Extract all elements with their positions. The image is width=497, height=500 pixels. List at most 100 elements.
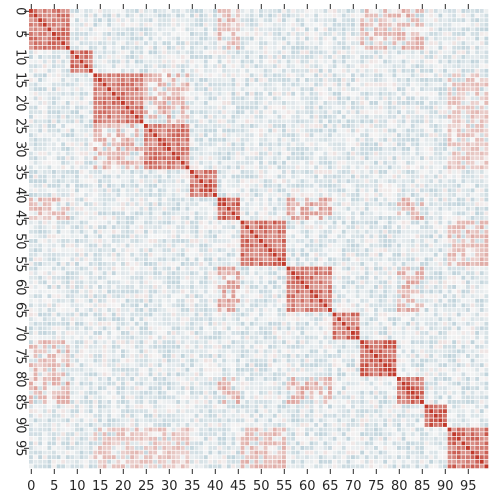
heatmap-cell: [75, 216, 79, 220]
heatmap-cell: [88, 64, 93, 69]
heatmap-cell: [263, 101, 268, 105]
heatmap-cell: [52, 229, 56, 234]
heatmap-cell: [305, 183, 309, 188]
heatmap-cell: [226, 68, 231, 73]
heatmap-cell: [447, 174, 452, 179]
heatmap-cell: [199, 59, 204, 64]
heatmap-cell: [93, 147, 98, 151]
heatmap-cell: [42, 68, 47, 73]
heatmap-cell: [139, 202, 144, 207]
heatmap-cell: [263, 32, 268, 36]
heatmap-cell: [429, 50, 434, 55]
heatmap-cell: [203, 101, 208, 105]
heatmap-cell: [107, 96, 112, 101]
heatmap-cell: [332, 202, 337, 207]
heatmap-cell: [222, 197, 227, 202]
heatmap-cell: [153, 147, 158, 151]
heatmap-cell: [29, 206, 33, 211]
heatmap-cell: [226, 137, 231, 142]
heatmap-cell: [88, 202, 93, 207]
heatmap-cell: [387, 193, 392, 197]
heatmap-cell: [84, 188, 89, 193]
heatmap-cell: [360, 13, 365, 18]
heatmap-cell: [130, 13, 135, 18]
heatmap-cell: [456, 156, 461, 161]
heatmap-cell: [111, 119, 116, 124]
heatmap-cell: [305, 137, 309, 142]
heatmap-cell: [364, 124, 369, 128]
heatmap-cell: [378, 18, 383, 23]
heatmap-cell: [180, 216, 185, 220]
heatmap-cell: [286, 36, 291, 41]
heatmap-cell: [328, 82, 332, 87]
heatmap-cell: [470, 59, 475, 64]
heatmap-cell: [346, 36, 351, 41]
heatmap-cell: [88, 45, 93, 50]
heatmap-cell: [93, 110, 98, 115]
heatmap-cell: [318, 128, 323, 133]
heatmap-cell: [52, 156, 56, 161]
heatmap-cell: [305, 202, 309, 207]
heatmap-cell: [447, 18, 452, 23]
heatmap-cell: [452, 183, 457, 188]
heatmap-cell: [360, 78, 365, 82]
heatmap-cell: [461, 59, 466, 64]
heatmap-cell: [415, 216, 420, 220]
heatmap-cell: [121, 87, 125, 92]
heatmap-cell: [79, 32, 84, 36]
heatmap-cell: [323, 119, 328, 124]
heatmap-cell: [52, 64, 56, 69]
heatmap-cell: [314, 197, 319, 202]
heatmap-cell: [470, 234, 475, 239]
heatmap-cell: [420, 229, 424, 234]
heatmap-cell: [466, 87, 470, 92]
heatmap-cell: [305, 78, 309, 82]
heatmap-cell: [148, 216, 153, 220]
heatmap-cell: [125, 119, 130, 124]
heatmap-cell: [369, 234, 374, 239]
heatmap-cell: [374, 160, 378, 165]
heatmap-cell: [190, 91, 194, 96]
heatmap-cell: [360, 55, 365, 59]
heatmap-cell: [415, 147, 420, 151]
heatmap-cell: [424, 188, 429, 193]
heatmap-cell: [479, 114, 484, 119]
heatmap-cell: [93, 50, 98, 55]
heatmap-cell: [406, 50, 411, 55]
heatmap-cell: [341, 73, 346, 78]
heatmap-cell: [272, 64, 277, 69]
heatmap-cell: [475, 128, 480, 133]
heatmap-cell: [93, 73, 98, 78]
heatmap-cell: [194, 179, 199, 184]
heatmap-cell: [29, 234, 33, 239]
heatmap-cell: [397, 225, 401, 230]
heatmap-cell: [56, 137, 61, 142]
heatmap-cell: [420, 142, 424, 147]
heatmap-cell: [245, 22, 250, 27]
heatmap-cell: [484, 220, 489, 225]
heatmap-cell: [226, 59, 231, 64]
heatmap-cell: [438, 225, 443, 230]
heatmap-cell: [61, 156, 66, 161]
heatmap-cell: [130, 78, 135, 82]
heatmap-cell: [300, 45, 305, 50]
heatmap-cell: [332, 156, 337, 161]
heatmap-cell: [461, 124, 466, 128]
heatmap-cell: [424, 91, 429, 96]
heatmap-cell: [479, 9, 484, 13]
heatmap-cell: [397, 87, 401, 92]
heatmap-cell: [438, 156, 443, 161]
heatmap-cell: [456, 9, 461, 13]
heatmap-cell: [249, 202, 254, 207]
heatmap-cell: [429, 142, 434, 147]
heatmap-cell: [33, 41, 38, 46]
heatmap-cell: [75, 137, 79, 142]
heatmap-cell: [139, 229, 144, 234]
heatmap-cell: [406, 87, 411, 92]
heatmap-cell: [369, 114, 374, 119]
heatmap-cell: [130, 41, 135, 46]
heatmap-cell: [410, 101, 415, 105]
heatmap-cell: [268, 119, 273, 124]
heatmap-cell: [300, 183, 305, 188]
heatmap-cell: [328, 174, 332, 179]
